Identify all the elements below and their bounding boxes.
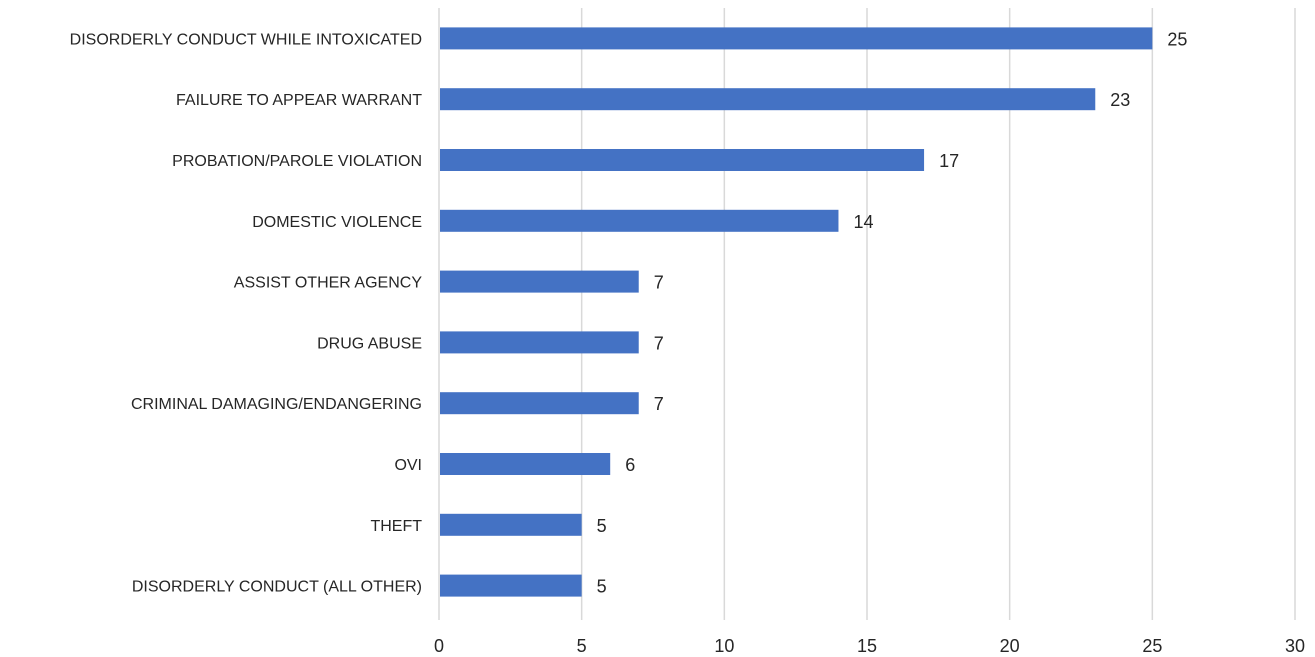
category-label: FAILURE TO APPEAR WARRANT [176, 92, 422, 109]
category-label: THEFT [370, 518, 422, 535]
bar [440, 392, 639, 415]
data-label: 7 [654, 394, 664, 414]
category-label: OVI [394, 457, 422, 474]
x-tick-label: 0 [434, 636, 444, 656]
category-label: DISORDERLY CONDUCT WHILE INTOXICATED [70, 31, 422, 48]
data-label: 23 [1110, 90, 1130, 110]
category-label: CRIMINAL DAMAGING/ENDANGERING [131, 396, 422, 413]
bar [440, 270, 639, 293]
bar [440, 149, 925, 171]
category-labels: DISORDERLY CONDUCT WHILE INTOXICATED FAIL… [70, 31, 423, 595]
data-label: 7 [654, 273, 664, 293]
category-label: DOMESTIC VIOLENCE [252, 214, 422, 231]
bar [440, 513, 582, 536]
category-label: DRUG ABUSE [317, 335, 422, 352]
data-label: 14 [853, 212, 873, 232]
bar [440, 88, 1096, 111]
x-axis-tick-labels: 0 5 10 15 20 25 30 [434, 636, 1305, 656]
data-label: 5 [597, 516, 607, 536]
category-label: PROBATION/PAROLE VIOLATION [172, 153, 422, 170]
data-label: 25 [1167, 29, 1187, 49]
category-label: ASSIST OTHER AGENCY [234, 275, 423, 292]
data-label: 5 [597, 577, 607, 597]
bar [440, 331, 639, 354]
bar [440, 209, 839, 232]
x-tick-label: 15 [857, 636, 877, 656]
data-labels: 25 23 17 14 7 7 7 6 5 5 [597, 29, 1188, 596]
x-tick-label: 20 [1000, 636, 1020, 656]
x-tick-label: 5 [577, 636, 587, 656]
data-label: 7 [654, 333, 664, 353]
category-label: DISORDERLY CONDUCT (ALL OTHER) [132, 579, 422, 596]
bar [440, 574, 582, 597]
x-tick-label: 30 [1285, 636, 1305, 656]
data-label: 17 [939, 151, 959, 171]
x-tick-label: 10 [714, 636, 734, 656]
bar [440, 27, 1153, 50]
bar [440, 453, 611, 475]
bars [440, 27, 1153, 597]
x-tick-label: 25 [1142, 636, 1162, 656]
data-label: 6 [625, 455, 635, 475]
